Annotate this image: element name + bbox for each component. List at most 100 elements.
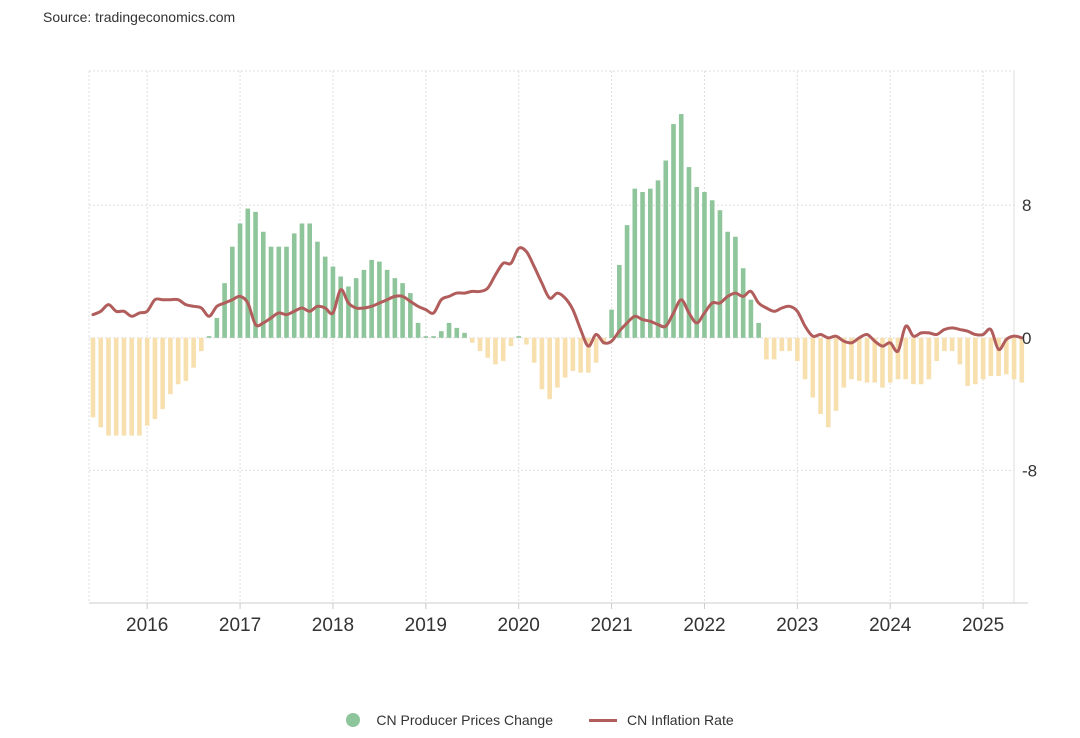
ppi-bar	[307, 223, 313, 338]
ppi-bar	[90, 337, 96, 418]
ppi-bar	[887, 337, 893, 383]
ppi-bar	[942, 337, 947, 352]
x-tick-label: 2023	[776, 615, 818, 636]
x-tick-label: 2021	[590, 615, 632, 636]
ppi-bar	[864, 337, 870, 383]
ppi-bar	[183, 337, 189, 381]
x-tick-label: 2019	[405, 615, 447, 636]
ppi-bar	[508, 337, 514, 347]
ppi-bar	[988, 337, 994, 376]
ppi-bar	[284, 246, 289, 338]
ppi-bar	[856, 337, 862, 381]
ppi-bar	[570, 337, 576, 371]
legend-label-ppi: CN Producer Prices Change	[376, 712, 554, 728]
ppi-bar	[609, 309, 614, 338]
ppi-bar	[369, 259, 374, 338]
legend-item-ppi[interactable]: CN Producer Prices Change	[346, 712, 553, 728]
ppi-bar	[694, 187, 700, 338]
ppi-bar	[516, 336, 521, 338]
ppi-bar	[702, 191, 707, 338]
legend: CN Producer Prices Change CN Inflation R…	[0, 712, 1080, 728]
ppi-bar	[918, 337, 924, 385]
x-tick-label: 2025	[962, 615, 1004, 636]
ppi-bar	[593, 337, 599, 363]
y-tick-label: 8	[1022, 196, 1031, 215]
ppi-bar	[315, 241, 320, 338]
ppi-bar	[137, 337, 142, 436]
ppi-bar	[330, 266, 336, 338]
legend-line-inflation	[589, 718, 618, 722]
ppi-bar	[121, 337, 127, 436]
ppi-bar	[144, 337, 150, 426]
ppi-bar	[764, 337, 769, 360]
x-tick-label: 2017	[219, 615, 261, 636]
ppi-bar	[524, 337, 529, 345]
ppi-bar	[748, 299, 754, 338]
ppi-bar	[299, 223, 305, 338]
ppi-bar	[547, 337, 552, 400]
ppi-bar	[895, 337, 901, 380]
ppi-bar	[640, 191, 645, 338]
x-tick-label: 2018	[312, 615, 354, 636]
ppi-bar	[810, 337, 816, 398]
ppi-bar	[377, 261, 382, 338]
ppi-bar	[222, 283, 227, 338]
ppi-bar	[493, 337, 498, 365]
ppi-bar	[206, 336, 212, 338]
ppi-bar	[740, 268, 746, 338]
ppi-bar	[384, 269, 390, 338]
ppi-bar	[462, 332, 467, 338]
bars	[90, 114, 1025, 436]
legend-dot-ppi	[346, 713, 361, 727]
ppi-bar	[926, 337, 932, 380]
ppi-bar	[849, 337, 854, 380]
ppi-bar	[787, 337, 792, 352]
ppi-bar	[268, 246, 274, 338]
ppi-bar	[168, 337, 173, 395]
legend-label-inflation: CN Inflation Rate	[627, 712, 734, 728]
legend-item-inflation[interactable]: CN Inflation Rate	[589, 712, 734, 728]
ppi-bar	[826, 337, 831, 428]
ppi-bar	[160, 337, 165, 410]
ppi-bar	[655, 180, 661, 338]
ppi-bar	[1011, 337, 1017, 380]
ppi-bar	[1019, 337, 1025, 383]
ppi-bar	[237, 223, 243, 338]
ppi-bar	[957, 337, 963, 365]
ppi-bar	[392, 278, 398, 338]
ppi-bar	[113, 337, 119, 436]
ppi-bar	[415, 322, 421, 338]
ppi-bar	[996, 337, 1001, 376]
source-label: Source: tradingeconomics.com	[43, 9, 236, 25]
ppi-bar	[632, 188, 638, 338]
ppi-bar	[322, 256, 328, 338]
ppi-bar	[973, 337, 978, 385]
inflation-line	[91, 246, 1024, 354]
ppi-bar	[663, 160, 669, 338]
ppi-bar	[578, 337, 583, 373]
x-tick-label: 2020	[498, 615, 540, 636]
ppi-bar	[98, 337, 104, 428]
ppi-bar	[423, 336, 429, 338]
ppi-bar	[477, 337, 483, 352]
x-tick-label: 2016	[126, 615, 168, 636]
ppi-bar	[818, 337, 823, 415]
ppi-bar	[555, 337, 560, 388]
inflation-line-group	[91, 246, 1024, 354]
ppi-bar	[624, 225, 630, 338]
ppi-bar	[980, 337, 986, 380]
x-tick-label: 2024	[869, 615, 912, 636]
ppi-bar	[245, 208, 251, 338]
ppi-bar	[439, 331, 444, 338]
ppi-bar	[500, 337, 506, 362]
ppi-bar	[949, 337, 955, 352]
ppi-bar	[911, 337, 916, 385]
ppi-bar	[756, 322, 761, 338]
ppi-bar	[199, 337, 204, 352]
chart: 8 0 -8 2016 2017 2018 2019 2020 2021 2022 2023 2024…	[88, 70, 1037, 636]
ppi-bar	[539, 337, 545, 390]
ppi-bar	[725, 231, 730, 338]
y-tick-label: 0	[1022, 329, 1031, 348]
ppi-bar	[833, 337, 839, 411]
ppi-bar	[586, 337, 591, 373]
